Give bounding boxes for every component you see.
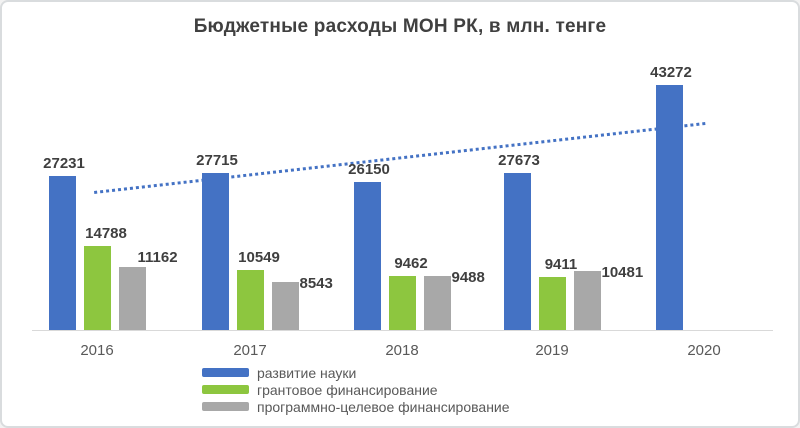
value-label-series2-2017: 8543 — [299, 274, 333, 292]
bar-series0-2017 — [201, 173, 229, 330]
chart-title: Бюджетные расходы МОН РК, в млн. тенге — [193, 16, 607, 37]
x-axis-line — [32, 330, 773, 331]
bar-series1-2016 — [83, 246, 111, 330]
value-label-series0-2018: 26150 — [348, 160, 390, 178]
bar-series1-2017 — [236, 270, 264, 330]
bar-series2-2019 — [573, 270, 601, 330]
value-label-series1-2019: 9411 — [544, 255, 578, 273]
legend-label-series0: развитие науки — [257, 364, 357, 381]
legend-label-series2: программно-целевое финансирование — [257, 398, 510, 415]
value-label-series1-2018: 9462 — [394, 255, 428, 273]
bar-series0-2020 — [655, 85, 683, 330]
bar-series0-2016 — [48, 175, 76, 330]
legend-item-series0: развитие науки — [202, 364, 510, 381]
category-label-2018: 2018 — [385, 342, 419, 359]
category-label-2019: 2019 — [535, 342, 569, 359]
category-label-2017: 2017 — [233, 342, 267, 359]
bar-series1-2018 — [388, 276, 416, 330]
legend-item-series1: грантовое финансирование — [202, 381, 510, 398]
legend-swatch-series1 — [202, 385, 249, 394]
legend-item-series2: программно-целевое финансирование — [202, 398, 510, 415]
value-label-series2-2016: 11162 — [137, 248, 178, 266]
value-label-series0-2016: 27231 — [43, 154, 85, 172]
value-label-series0-2017: 27715 — [196, 152, 238, 170]
bar-series0-2019 — [503, 173, 531, 330]
bar-series0-2018 — [353, 181, 381, 330]
category-label-2020: 2020 — [687, 342, 721, 359]
value-label-series2-2018: 9488 — [451, 269, 485, 287]
legend-swatch-series0 — [202, 368, 249, 377]
value-label-series2-2019: 10481 — [601, 263, 644, 281]
bar-series2-2017 — [271, 281, 299, 330]
bar-series2-2016 — [118, 266, 146, 330]
bar-series1-2019 — [538, 276, 566, 330]
category-label-2016: 2016 — [80, 342, 114, 359]
value-label-series0-2020: 43272 — [650, 64, 692, 81]
value-label-series0-2019: 27673 — [498, 152, 540, 170]
bar-series2-2018 — [423, 276, 451, 330]
legend-label-series1: грантовое финансирование — [257, 381, 438, 398]
value-label-series1-2017: 10549 — [238, 249, 280, 267]
legend-swatch-series2 — [202, 402, 249, 411]
legend: развитие науки грантовое финансирование пр… — [202, 365, 510, 416]
value-label-series1-2016: 14788 — [85, 225, 127, 243]
